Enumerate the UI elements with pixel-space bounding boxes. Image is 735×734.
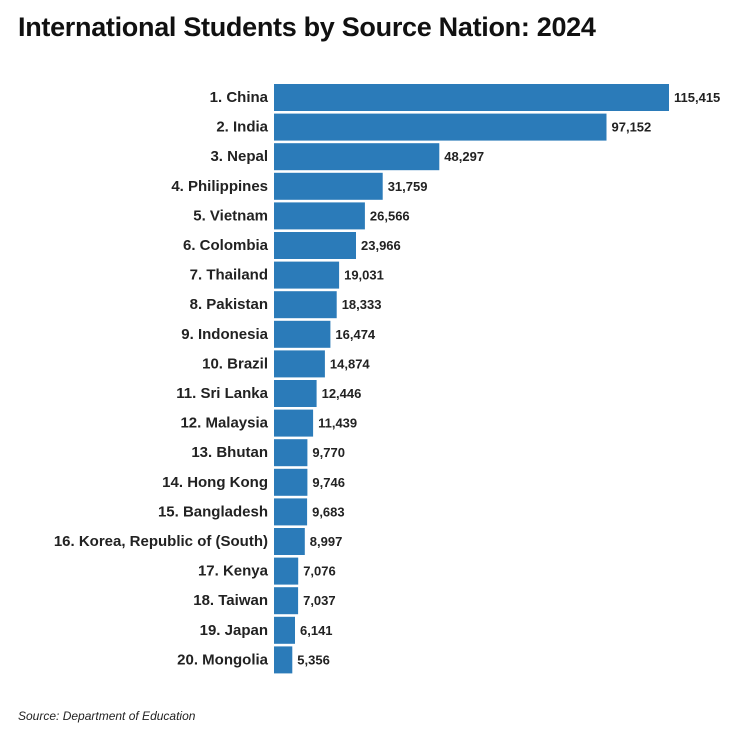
bar: [274, 528, 305, 555]
value-label: 26,566: [370, 208, 410, 223]
bar: [274, 143, 440, 171]
category-label: 18. Taiwan: [193, 592, 268, 609]
bar: [274, 439, 308, 467]
category-label: 19. Japan: [200, 622, 268, 639]
value-label: 9,746: [312, 475, 345, 490]
category-label: 5. Vietnam: [193, 207, 268, 224]
category-label: 17. Kenya: [198, 563, 269, 580]
bar: [274, 320, 331, 348]
category-label: 10. Brazil: [202, 355, 268, 372]
bar: [274, 587, 299, 615]
category-label: 6. Colombia: [183, 237, 269, 254]
bar: [274, 113, 607, 141]
category-label: 13. Bhutan: [191, 444, 268, 461]
category-label: 9. Indonesia: [181, 326, 268, 343]
source-note: Source: Department of Education: [18, 709, 196, 723]
bar: [274, 380, 317, 407]
bar: [274, 468, 308, 496]
chart-title: International Students by Source Nation:…: [18, 12, 596, 42]
value-label: 16,474: [335, 327, 376, 342]
category-label: 1. China: [210, 89, 269, 106]
bar: [274, 202, 365, 230]
value-label: 9,770: [312, 445, 345, 460]
value-label: 9,683: [312, 504, 345, 519]
value-label: 7,076: [303, 564, 336, 579]
value-label: 18,333: [342, 297, 382, 312]
bar: [274, 84, 669, 111]
bar: [274, 261, 340, 289]
value-label: 19,031: [344, 268, 384, 283]
bar: [274, 498, 308, 526]
value-label: 31,759: [388, 179, 428, 194]
value-label: 12,446: [322, 386, 362, 401]
category-label: 15. Bangladesh: [158, 503, 268, 520]
category-label: 14. Hong Kong: [162, 474, 268, 491]
value-label: 7,037: [303, 593, 336, 608]
value-label: 11,439: [318, 416, 357, 431]
value-label: 6,141: [300, 623, 333, 638]
bar: [274, 291, 337, 319]
category-label: 16. Korea, Republic of (South): [54, 533, 268, 550]
value-label: 14,874: [330, 356, 371, 371]
value-label: 5,356: [297, 652, 330, 667]
category-label: 3. Nepal: [210, 148, 268, 165]
bar: [274, 232, 356, 259]
bar: [274, 616, 295, 644]
category-label: 2. India: [216, 119, 268, 136]
category-label: 11. Sri Lanka: [176, 385, 268, 402]
bar: [274, 350, 325, 378]
category-label: 12. Malaysia: [180, 415, 268, 432]
bar: [274, 646, 293, 674]
bar: [274, 172, 383, 200]
category-label: 4. Philippines: [171, 178, 268, 195]
category-label: 7. Thailand: [190, 267, 268, 284]
bar: [274, 409, 314, 437]
value-label: 115,415: [674, 90, 720, 105]
value-label: 8,997: [310, 534, 343, 549]
category-label: 20. Mongolia: [177, 651, 269, 668]
value-label: 97,152: [612, 120, 652, 135]
value-label: 23,966: [361, 238, 401, 253]
value-label: 48,297: [444, 149, 484, 164]
bar: [274, 557, 299, 585]
category-label: 8. Pakistan: [190, 296, 268, 313]
